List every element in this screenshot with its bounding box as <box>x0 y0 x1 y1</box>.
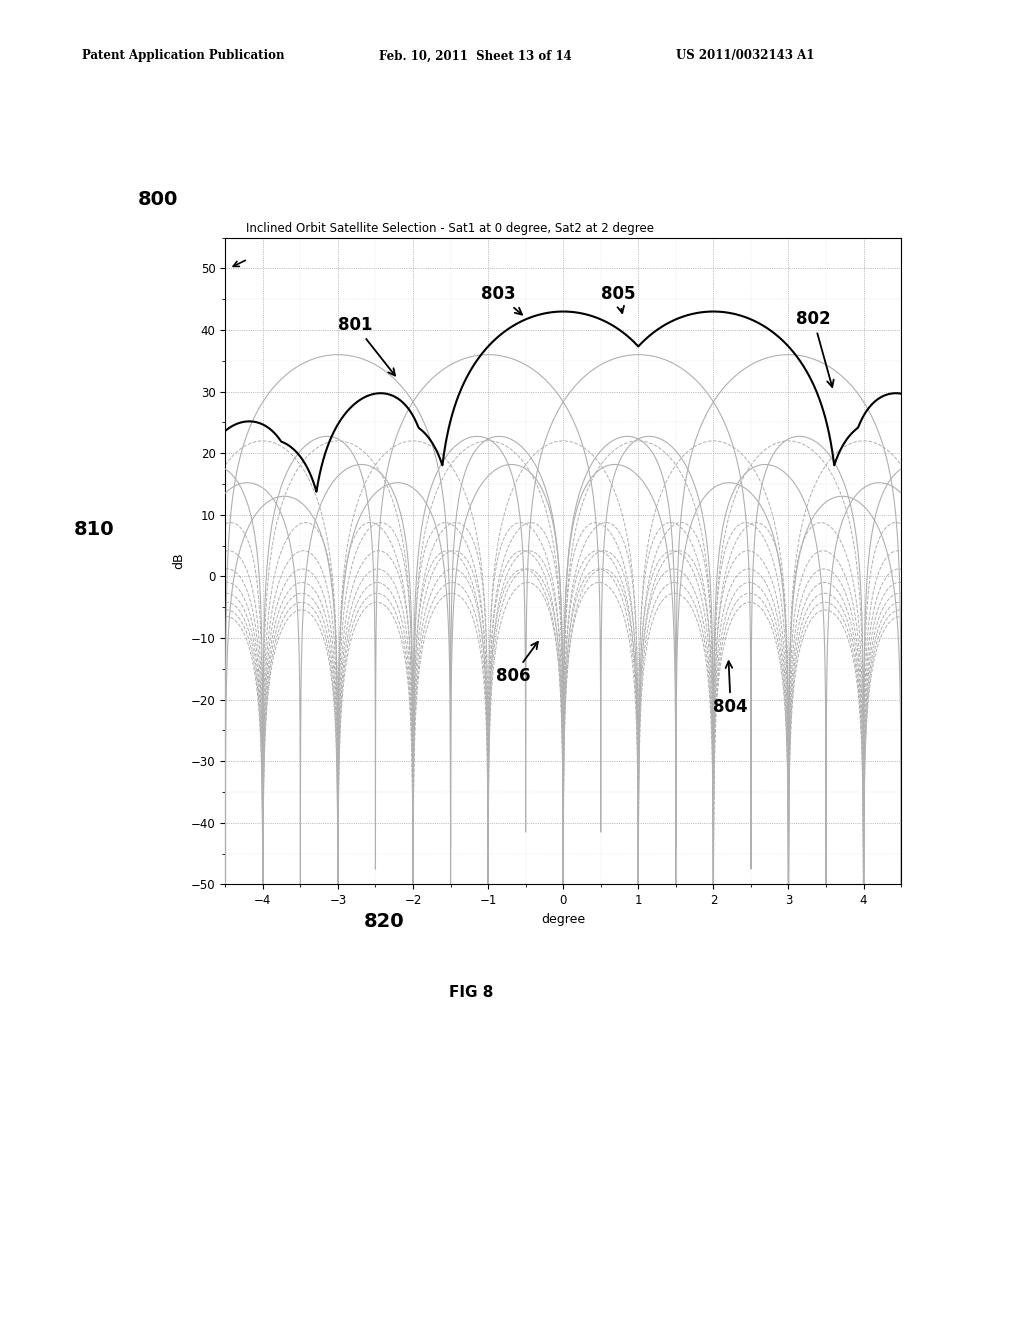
Text: 800: 800 <box>138 190 178 209</box>
Text: Patent Application Publication: Patent Application Publication <box>82 49 285 62</box>
Text: 803: 803 <box>480 285 522 314</box>
Text: 810: 810 <box>74 520 115 539</box>
Text: 805: 805 <box>601 285 635 313</box>
Text: FIG 8: FIG 8 <box>449 985 494 999</box>
Text: 806: 806 <box>496 642 538 685</box>
X-axis label: degree: degree <box>541 912 586 925</box>
Text: 804: 804 <box>714 661 748 715</box>
Y-axis label: dB: dB <box>172 553 185 569</box>
Text: Feb. 10, 2011  Sheet 13 of 14: Feb. 10, 2011 Sheet 13 of 14 <box>379 49 571 62</box>
Text: 801: 801 <box>338 315 395 375</box>
Text: US 2011/0032143 A1: US 2011/0032143 A1 <box>676 49 814 62</box>
Text: 802: 802 <box>796 310 834 387</box>
Text: 820: 820 <box>364 912 404 931</box>
Text: Inclined Orbit Satellite Selection - Sat1 at 0 degree, Sat2 at 2 degree: Inclined Orbit Satellite Selection - Sat… <box>246 222 653 235</box>
